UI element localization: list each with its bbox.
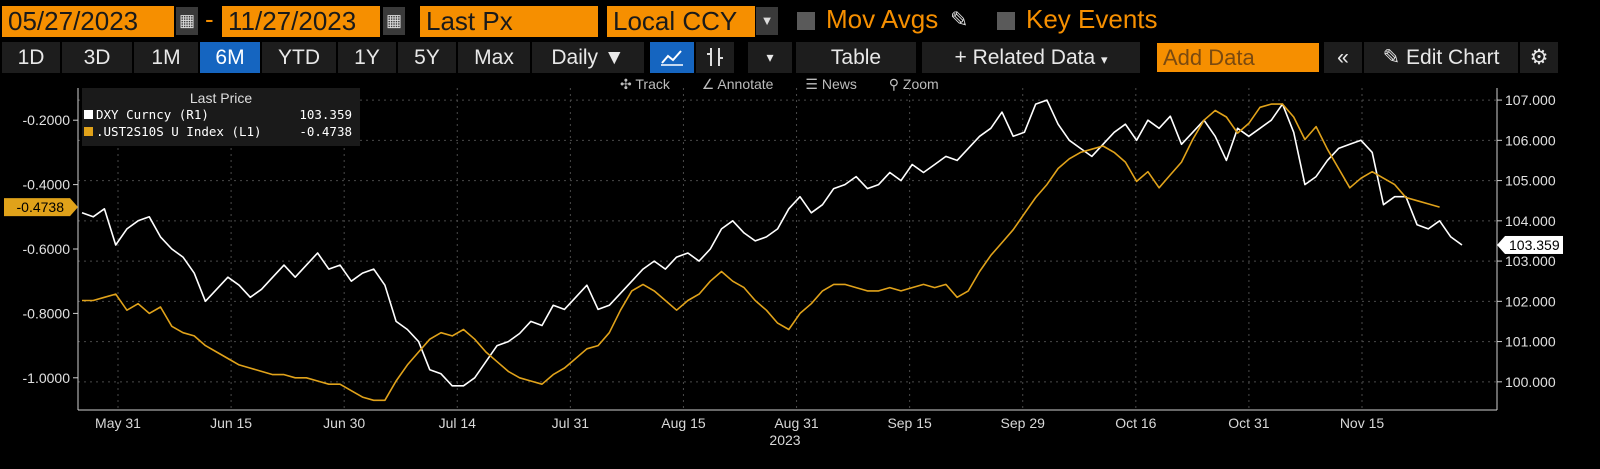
last-value-right-pointer <box>1497 235 1505 254</box>
right-tick-label: 103.000 <box>1505 253 1556 269</box>
related-data-label: + Related Data <box>954 46 1096 69</box>
x-tick-label: Sep 29 <box>1001 415 1046 431</box>
period-max[interactable]: Max <box>458 42 530 73</box>
x-tick-label: Jun 15 <box>210 415 252 431</box>
chart-subtools: ✣ Track ∠ Annotate ☰ News ⚲ Zoom <box>620 76 967 96</box>
gear-icon[interactable]: ⚙ <box>1520 42 1558 73</box>
right-tick-label: 101.000 <box>1505 334 1556 350</box>
legend-value: -0.4738 <box>299 124 352 139</box>
right-tick-label: 106.000 <box>1505 132 1556 148</box>
x-year-label: 2023 <box>769 432 800 448</box>
mov-avgs-checkbox[interactable] <box>797 12 815 30</box>
mov-avgs-label[interactable]: Mov Avgs <box>826 4 939 34</box>
period-1d[interactable]: 1D <box>2 42 60 73</box>
left-tick-label: -0.4000 <box>23 177 71 193</box>
frequency-select[interactable]: Daily ▼ <box>532 42 644 73</box>
x-tick-label: Jul 31 <box>552 415 590 431</box>
right-tick-label: 104.000 <box>1505 213 1556 229</box>
period-3d[interactable]: 3D <box>62 42 132 73</box>
annotate-tool[interactable]: ∠ Annotate <box>701 76 774 92</box>
legend-label: .UST2S10S U Index (L1) <box>96 124 262 139</box>
x-tick-label: Jun 30 <box>323 415 365 431</box>
date-range-dash: - <box>205 4 214 34</box>
right-tick-label: 105.000 <box>1505 173 1556 189</box>
end-date-input[interactable]: 11/27/2023 <box>222 6 380 37</box>
calendar-icon-start[interactable]: ▦ <box>176 7 198 35</box>
left-tick-label: -0.8000 <box>23 305 71 321</box>
chart-type-dropdown[interactable]: ▾ <box>748 42 792 73</box>
x-tick-label: Nov 15 <box>1340 415 1385 431</box>
x-tick-label: Jul 14 <box>439 415 477 431</box>
pencil-icon: ✎ <box>1382 46 1401 69</box>
period-1y[interactable]: 1Y <box>338 42 396 73</box>
related-data-button[interactable]: + Related Data ▾ <box>922 42 1140 73</box>
last-value-left-pointer <box>70 198 78 217</box>
legend-swatch <box>84 127 93 136</box>
x-tick-label: Oct 31 <box>1228 415 1269 431</box>
left-tick-label: -0.6000 <box>23 241 71 257</box>
period-1m[interactable]: 1M <box>134 42 198 73</box>
line-chart-icon[interactable] <box>650 42 694 73</box>
last-value-left-box <box>4 198 70 217</box>
edit-chart-button[interactable]: ✎ Edit Chart <box>1364 42 1518 73</box>
collapse-icon[interactable]: « <box>1324 42 1362 73</box>
x-tick-label: Oct 16 <box>1115 415 1156 431</box>
legend-value: 103.359 <box>299 107 352 122</box>
right-tick-label: 102.000 <box>1505 293 1556 309</box>
last-value-right-label: 103.359 <box>1509 237 1560 253</box>
last-value-left-label: -0.4738 <box>17 199 65 215</box>
period-ytd[interactable]: YTD <box>262 42 336 73</box>
left-tick-label: -0.2000 <box>23 112 71 128</box>
x-tick-label: Aug 15 <box>661 415 706 431</box>
period-5y[interactable]: 5Y <box>398 42 456 73</box>
legend-item-dxy: DXY Curncy (R1) 103.359 <box>82 106 360 123</box>
toolbar-secondary: 1D 3D 1M 6M YTD 1Y 5Y Max Daily ▼ ▾ Tabl… <box>0 42 1600 74</box>
x-tick-label: Aug 31 <box>774 415 819 431</box>
key-events-checkbox[interactable] <box>997 12 1015 30</box>
legend-item-ust: .UST2S10S U Index (L1) -0.4738 <box>82 123 360 140</box>
pencil-icon[interactable]: ✎ <box>950 7 969 32</box>
legend-label: DXY Curncy (R1) <box>96 107 209 122</box>
x-tick-label: May 31 <box>95 415 141 431</box>
field-select[interactable]: Last Px <box>420 6 598 37</box>
legend-header: Last Price <box>189 90 253 106</box>
left-tick-label: -1.0000 <box>23 370 71 386</box>
bar-chart-icon[interactable] <box>696 42 734 73</box>
calendar-icon-end[interactable]: ▦ <box>383 7 405 35</box>
last-value-right-box <box>1505 235 1563 254</box>
x-tick-label: Sep 15 <box>887 415 932 431</box>
right-tick-label: 100.000 <box>1505 374 1556 390</box>
legend-swatch <box>84 110 93 119</box>
add-data-input[interactable]: Add Data <box>1157 43 1319 72</box>
chevron-down-icon[interactable]: ▼ <box>756 7 778 35</box>
zoom-tool[interactable]: ⚲ Zoom <box>888 76 939 92</box>
currency-select[interactable]: Local CCY <box>607 6 755 37</box>
table-button[interactable]: Table <box>796 42 916 73</box>
right-tick-label: 107.000 <box>1505 92 1556 108</box>
key-events-label[interactable]: Key Events <box>1026 4 1158 34</box>
track-tool[interactable]: ✣ Track <box>620 76 670 92</box>
edit-chart-label: Edit Chart <box>1406 46 1500 69</box>
chart-legend: Last Price DXY Curncy (R1) 103.359 .UST2… <box>82 88 360 146</box>
news-tool[interactable]: ☰ News <box>805 76 857 92</box>
period-6m[interactable]: 6M <box>200 42 260 73</box>
start-date-input[interactable]: 05/27/2023 <box>2 6 174 37</box>
series-line-ust2s10s <box>82 103 1440 402</box>
chevron-down-icon: ▾ <box>1101 52 1108 67</box>
toolbar-primary: 05/27/2023 ▦ - 11/27/2023 ▦ Last Px Loca… <box>0 0 1600 42</box>
